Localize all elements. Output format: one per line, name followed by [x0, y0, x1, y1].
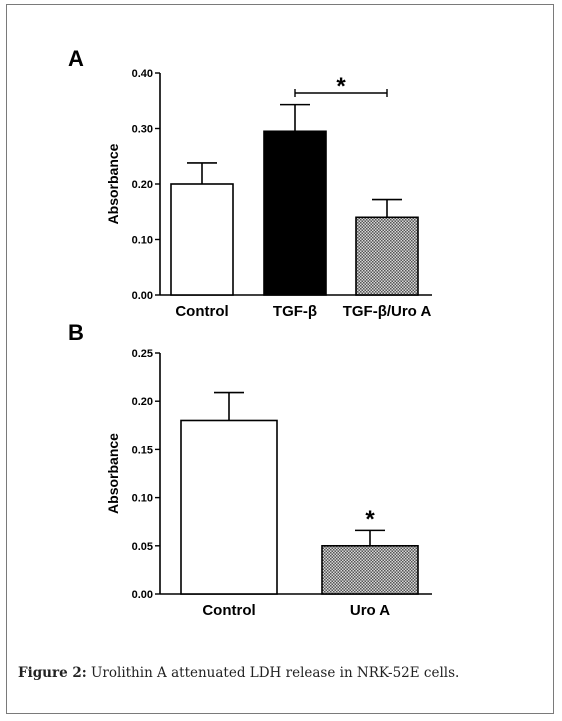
bar: [170, 183, 234, 296]
significance-mark: *: [365, 506, 375, 533]
bar: [263, 130, 327, 296]
category-label: TGF-β: [273, 303, 317, 320]
y-tick-label: 0.10: [132, 493, 153, 505]
category-label: Control: [175, 303, 228, 320]
y-tick-label: 0.30: [132, 124, 153, 136]
y-tick-label: 0.25: [132, 348, 153, 360]
y-tick-label: 0.00: [132, 589, 153, 601]
y-tick-label: 0.05: [132, 541, 153, 553]
bar: [321, 544, 419, 595]
y-tick-label: 0.20: [132, 179, 153, 191]
panel-b-chart: B 0.00 0.05 0.10 0.15 0.20 0.25 Absorbance Contr…: [68, 320, 432, 619]
significance-mark: *: [336, 73, 346, 100]
panel-label: B: [68, 320, 84, 345]
y-axis-label: Absorbance: [105, 433, 121, 514]
y-tick-label: 0.20: [132, 396, 153, 408]
y-tick-label: 0.15: [132, 444, 153, 456]
category-label: Control: [202, 602, 255, 619]
category-label: TGF-β/Uro A: [343, 303, 432, 320]
panel-a-chart: A 0.00 0.10 0.20 0.30 0.40 Absorbance Control TG…: [68, 46, 432, 320]
figure-frame: [6, 4, 554, 714]
y-tick-label: 0.40: [132, 68, 153, 80]
y-tick-label: 0.10: [132, 235, 153, 247]
caption-text: Urolithin A attenuated LDH release in NR…: [86, 665, 460, 681]
y-tick-label: 0.00: [132, 290, 153, 302]
category-label: Uro A: [350, 602, 390, 619]
y-axis-label: Absorbance: [105, 143, 121, 224]
bar: [180, 419, 278, 595]
caption-label: Figure 2:: [18, 665, 87, 681]
bar: [355, 216, 419, 296]
figure-caption: Figure 2: Urolithin A attenuated LDH rel…: [18, 665, 548, 681]
panel-label: A: [68, 46, 84, 71]
